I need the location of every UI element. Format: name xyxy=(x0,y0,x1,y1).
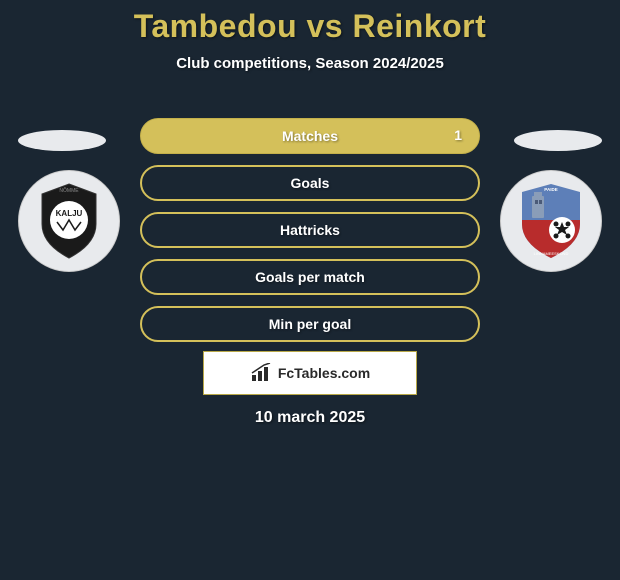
svg-text:PAIDE: PAIDE xyxy=(544,187,557,192)
kalju-shield-icon: KALJU NÕMME xyxy=(34,182,104,260)
stat-bar: Min per goal xyxy=(140,306,480,342)
team-left-badge: KALJU NÕMME xyxy=(18,170,120,272)
stat-label: Goals per match xyxy=(255,269,365,285)
team-right-badge: PAIDE LINNAMEESKOND xyxy=(500,170,602,272)
player-left-ellipse xyxy=(18,130,106,151)
fctables-branding-box[interactable]: FcTables.com xyxy=(203,351,417,395)
stat-label: Goals xyxy=(291,175,330,191)
fctables-label: FcTables.com xyxy=(278,365,370,381)
chart-icon xyxy=(250,363,274,383)
stat-bar: Matches xyxy=(140,118,480,154)
stat-label: Matches xyxy=(282,128,338,144)
stat-row-hattricks: Hattricks xyxy=(140,212,480,248)
paide-shield-icon: PAIDE LINNAMEESKOND xyxy=(514,182,588,260)
svg-text:LINNAMEESKOND: LINNAMEESKOND xyxy=(534,251,569,256)
stat-row-min-per-goal: Min per goal xyxy=(140,306,480,342)
stat-bar: Hattricks xyxy=(140,212,480,248)
svg-text:KALJU: KALJU xyxy=(56,209,83,218)
comparison-date: 10 march 2025 xyxy=(0,409,620,427)
stat-row-matches: Matches 1 xyxy=(140,118,480,154)
stat-row-goals-per-match: Goals per match xyxy=(140,259,480,295)
subtitle: Club competitions, Season 2024/2025 xyxy=(0,55,620,72)
stat-value-right: 1 xyxy=(454,127,462,143)
player-right-ellipse xyxy=(514,130,602,151)
stat-bar: Goals per match xyxy=(140,259,480,295)
page-title: Tambedou vs Reinkort xyxy=(0,0,620,45)
stat-label: Min per goal xyxy=(269,316,351,332)
stats-container: Matches 1 Goals Hattricks Goals per matc… xyxy=(140,118,480,353)
stat-bar: Goals xyxy=(140,165,480,201)
stat-label: Hattricks xyxy=(280,222,340,238)
stat-row-goals: Goals xyxy=(140,165,480,201)
svg-text:NÕMME: NÕMME xyxy=(59,187,79,194)
